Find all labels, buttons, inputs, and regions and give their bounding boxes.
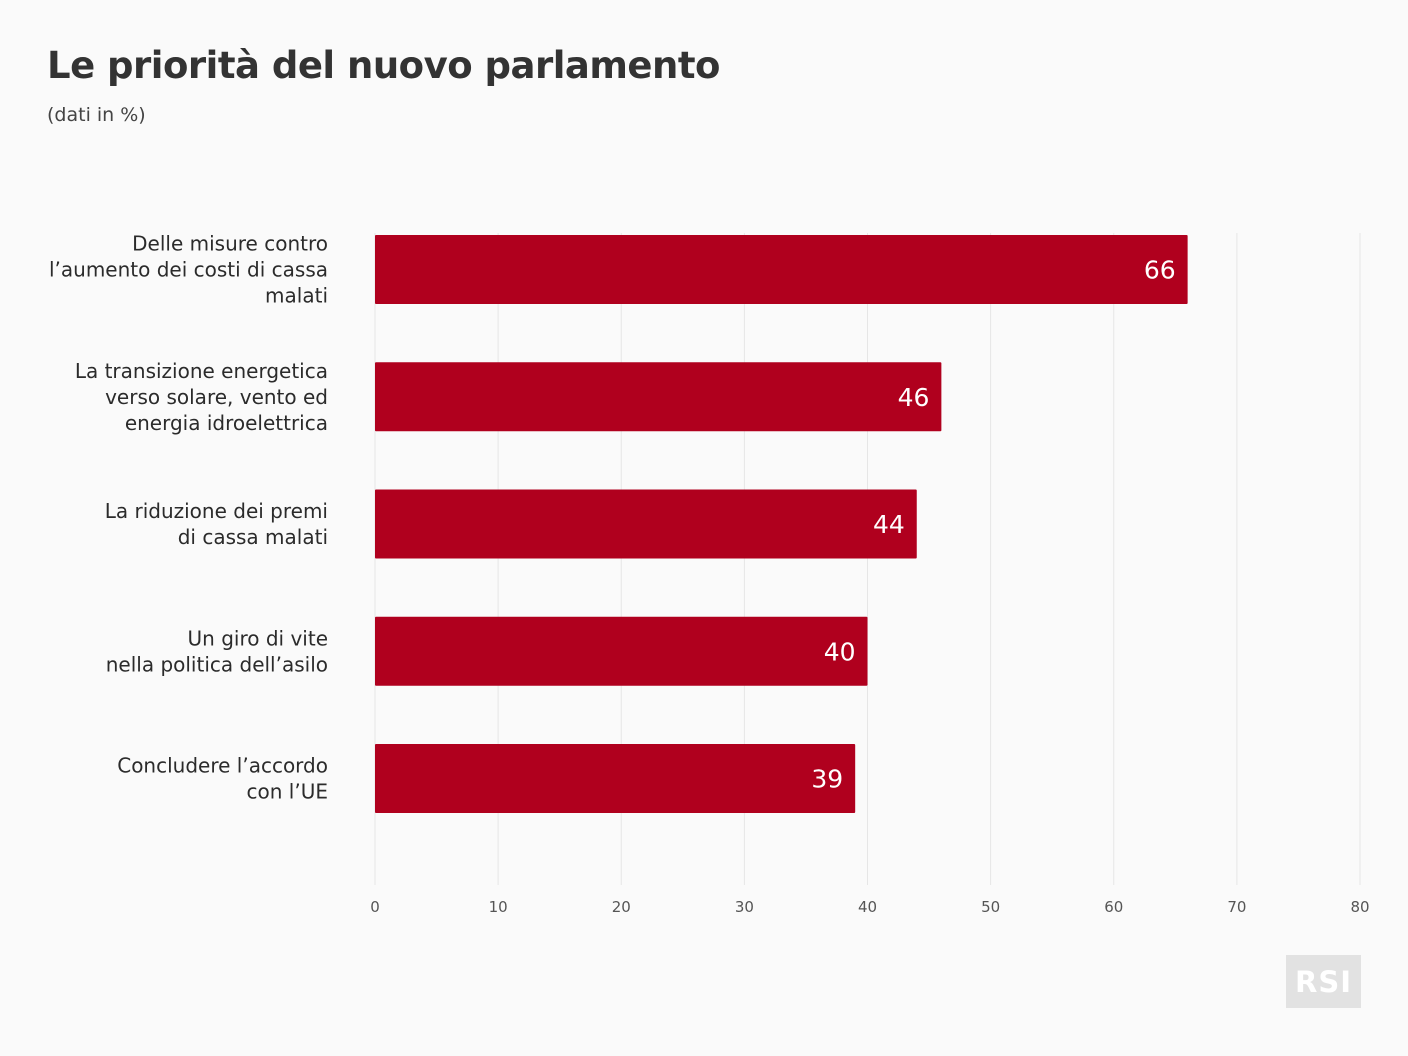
x-tick-label: 50 — [981, 898, 1000, 916]
bar — [375, 489, 917, 559]
chart-title: Le priorità del nuovo parlamento — [47, 44, 720, 87]
bar — [375, 362, 942, 432]
x-tick-label: 20 — [612, 898, 631, 916]
x-tick-label: 10 — [489, 898, 508, 916]
bars: 66 46 44 40 39 — [375, 235, 1188, 813]
category-labels: Delle misure contro l’aumento dei costi d… — [49, 232, 328, 804]
rsi-logo: RSI — [1286, 955, 1361, 1008]
bar-value-label: 40 — [824, 637, 856, 666]
category-label: Un giro di vite nella politica dell’asilo — [106, 626, 328, 676]
x-tick-label: 80 — [1350, 898, 1369, 916]
bar-value-label: 46 — [898, 383, 930, 412]
bar — [375, 616, 868, 686]
x-tick-label: 30 — [735, 898, 754, 916]
x-tick-label: 0 — [370, 898, 380, 916]
chart-subtitle: (dati in %) — [47, 104, 146, 126]
category-label: La riduzione dei premi di cassa malati — [105, 499, 328, 549]
bar — [375, 235, 1188, 304]
x-tick-label: 60 — [1104, 898, 1123, 916]
category-label: Concludere l’accordo con l’UE — [117, 754, 328, 804]
x-tick-label: 70 — [1227, 898, 1246, 916]
category-label: Delle misure contro l’aumento dei costi d… — [49, 232, 328, 308]
bar — [375, 744, 856, 813]
x-tick-label: 40 — [858, 898, 877, 916]
bar-value-label: 39 — [811, 765, 843, 794]
x-axis-ticks: 0 10 20 30 40 50 60 70 80 — [370, 898, 1369, 916]
bar-value-label: 66 — [1144, 256, 1176, 285]
category-label: La transizione energetica verso solare, v… — [75, 359, 328, 435]
bar-value-label: 44 — [873, 510, 905, 539]
